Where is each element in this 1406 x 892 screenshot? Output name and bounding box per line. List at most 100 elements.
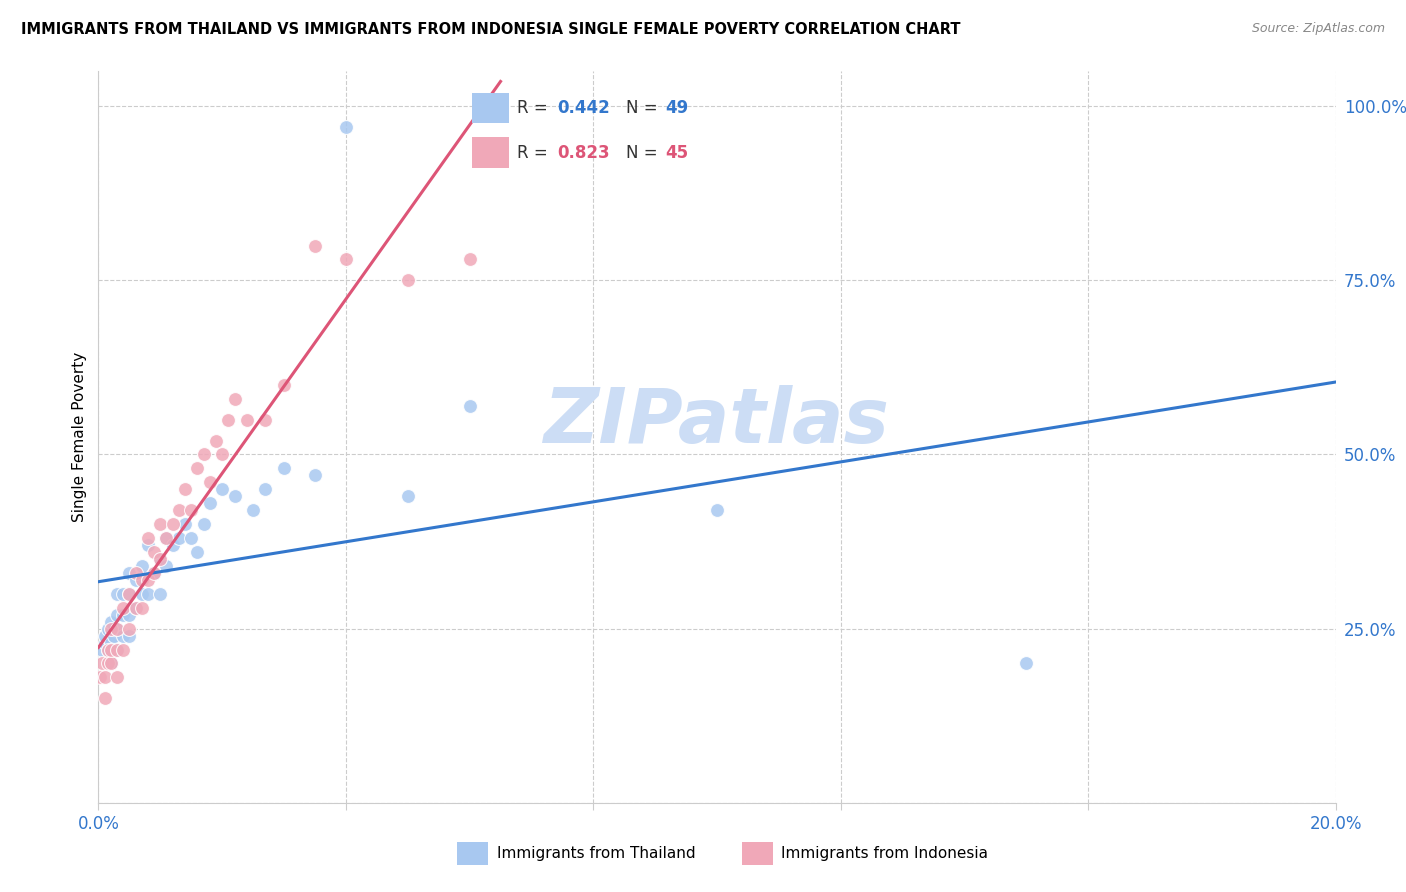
Point xyxy=(97,622,120,636)
Point xyxy=(118,587,141,601)
Point xyxy=(205,434,228,448)
Text: Immigrants from Thailand: Immigrants from Thailand xyxy=(496,846,696,861)
Point xyxy=(105,642,128,657)
Point xyxy=(155,531,177,545)
Point xyxy=(198,496,221,510)
Point xyxy=(90,657,112,671)
Point xyxy=(136,531,159,545)
Point xyxy=(105,607,128,622)
Point xyxy=(149,517,172,532)
Point xyxy=(242,503,264,517)
Point xyxy=(100,622,122,636)
Point xyxy=(89,670,111,684)
Point xyxy=(174,483,197,497)
Point xyxy=(143,545,166,559)
Point xyxy=(131,600,153,615)
Text: Source: ZipAtlas.com: Source: ZipAtlas.com xyxy=(1251,22,1385,36)
Point xyxy=(131,558,153,573)
Point xyxy=(186,545,208,559)
Point xyxy=(254,412,277,426)
Point xyxy=(105,622,128,636)
Point xyxy=(97,642,120,657)
Point xyxy=(118,629,141,643)
Point xyxy=(174,517,197,532)
Point xyxy=(224,489,246,503)
Point xyxy=(112,629,135,643)
Point xyxy=(103,629,125,643)
Point xyxy=(124,566,146,580)
Point xyxy=(335,252,357,267)
Point xyxy=(105,642,128,657)
Point xyxy=(97,657,120,671)
Point xyxy=(180,503,202,517)
Point xyxy=(273,461,295,475)
Point xyxy=(124,600,146,615)
Point xyxy=(112,607,135,622)
Point xyxy=(706,503,728,517)
Point xyxy=(167,531,190,545)
Point xyxy=(93,670,115,684)
Point xyxy=(105,670,128,684)
Point xyxy=(304,238,326,252)
Point xyxy=(97,642,120,657)
Point xyxy=(180,531,202,545)
Point xyxy=(100,657,122,671)
Point xyxy=(217,412,239,426)
Point xyxy=(198,475,221,490)
Point xyxy=(131,587,153,601)
Point xyxy=(458,399,481,413)
Point xyxy=(118,566,141,580)
Point xyxy=(149,587,172,601)
Point xyxy=(118,622,141,636)
Point xyxy=(100,615,122,629)
Point xyxy=(149,552,172,566)
Point xyxy=(105,622,128,636)
Point xyxy=(1015,657,1038,671)
Point xyxy=(162,538,184,552)
Point xyxy=(162,517,184,532)
Point xyxy=(131,573,153,587)
Point xyxy=(155,558,177,573)
Point xyxy=(118,587,141,601)
Point xyxy=(211,483,233,497)
Point xyxy=(100,642,122,657)
Point xyxy=(112,600,135,615)
Y-axis label: Single Female Poverty: Single Female Poverty xyxy=(72,352,87,522)
Point xyxy=(124,600,146,615)
Point xyxy=(112,587,135,601)
Point xyxy=(224,392,246,406)
Point xyxy=(273,377,295,392)
Point xyxy=(396,273,419,287)
Point xyxy=(105,587,128,601)
Point xyxy=(124,573,146,587)
Point xyxy=(193,517,215,532)
Point xyxy=(167,503,190,517)
Text: ZIPatlas: ZIPatlas xyxy=(544,385,890,459)
Point xyxy=(100,635,122,649)
Point xyxy=(100,657,122,671)
FancyBboxPatch shape xyxy=(742,841,773,865)
Point xyxy=(155,531,177,545)
Point xyxy=(136,587,159,601)
Point xyxy=(143,566,166,580)
Point xyxy=(396,489,419,503)
Point xyxy=(335,120,357,134)
Point xyxy=(93,629,115,643)
Point xyxy=(254,483,277,497)
Point xyxy=(93,635,115,649)
Point xyxy=(143,566,166,580)
Text: Immigrants from Indonesia: Immigrants from Indonesia xyxy=(782,846,988,861)
FancyBboxPatch shape xyxy=(457,841,488,865)
Point xyxy=(118,607,141,622)
Point xyxy=(304,468,326,483)
Point xyxy=(90,642,112,657)
Point xyxy=(458,252,481,267)
Point xyxy=(136,538,159,552)
Point xyxy=(211,448,233,462)
Point xyxy=(186,461,208,475)
Point xyxy=(149,552,172,566)
Text: IMMIGRANTS FROM THAILAND VS IMMIGRANTS FROM INDONESIA SINGLE FEMALE POVERTY CORR: IMMIGRANTS FROM THAILAND VS IMMIGRANTS F… xyxy=(21,22,960,37)
Point xyxy=(112,642,135,657)
Point xyxy=(93,691,115,706)
Point xyxy=(193,448,215,462)
